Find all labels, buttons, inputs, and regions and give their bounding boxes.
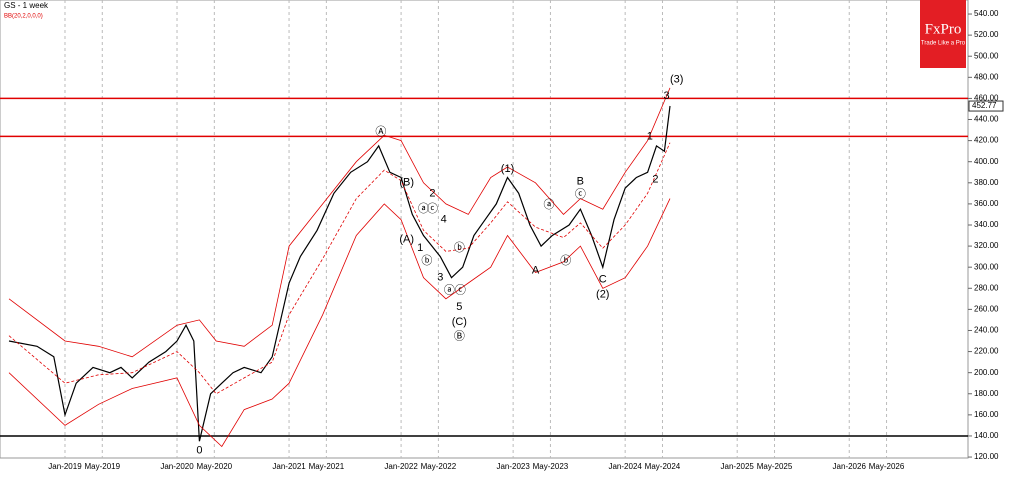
x-tick-label: May-2021: [309, 462, 345, 471]
y-tick-label: 220.00: [974, 347, 999, 356]
plot-frame: [0, 0, 969, 459]
wave-label: (3): [670, 73, 683, 85]
x-tick-label: Jan-2026: [833, 462, 867, 471]
x-tick-label: May-2019: [85, 462, 121, 471]
wave-label: 1: [417, 242, 423, 254]
y-tick-label: 140.00: [974, 431, 999, 440]
wave-label: ⓒ: [427, 202, 438, 215]
wave-label: 0: [196, 445, 202, 457]
y-tick-label: 520.00: [974, 30, 999, 39]
series-line: [8, 105, 671, 442]
wave-label: (C): [452, 316, 467, 328]
y-tick-label: 340.00: [974, 220, 999, 229]
indicator-label: BB(20,2,0,0,0): [4, 14, 43, 20]
wave-label: (2): [596, 289, 609, 301]
y-tick-label: 360.00: [974, 199, 999, 208]
wave-label: 5: [456, 301, 462, 313]
wave-label: ⓑ: [421, 254, 432, 267]
wave-label: (B): [399, 177, 414, 189]
x-tick-label: May-2023: [533, 462, 569, 471]
wave-label: 4: [441, 214, 447, 226]
chart-title: GS - 1 week: [4, 1, 49, 10]
wave-label: 3: [664, 90, 670, 102]
x-tick-label: May-2026: [869, 462, 905, 471]
logo-tagline: Trade Like a Pro: [921, 41, 966, 47]
x-tick-label: Jan-2024: [608, 462, 642, 471]
y-tick-label: 460.00: [974, 94, 999, 103]
y-tick-label: 480.00: [974, 72, 999, 81]
wave-label: ⓒ: [575, 187, 586, 200]
x-tick-label: Jan-2019: [48, 462, 82, 471]
y-tick-label: 160.00: [974, 410, 999, 419]
wave-label: ⓑ: [560, 254, 571, 267]
y-tick-label: 200.00: [974, 368, 999, 377]
y-tick-label: 300.00: [974, 262, 999, 271]
logo: FxPro: [925, 21, 962, 37]
wave-label: 2: [429, 187, 435, 199]
series-line: [8, 142, 671, 395]
price-box: [968, 100, 1004, 112]
y-tick-label: 260.00: [974, 304, 999, 313]
x-tick-label: Jan-2020: [160, 462, 194, 471]
x-tick-label: May-2024: [645, 462, 681, 471]
y-tick-label: 280.00: [974, 283, 999, 292]
logo-box: [920, 0, 966, 68]
y-tick-label: 540.00: [974, 9, 999, 18]
wave-label: Ⓐ: [375, 125, 386, 138]
wave-label: Ⓑ: [454, 330, 465, 343]
y-tick-label: 180.00: [974, 389, 999, 398]
y-tick-label: 500.00: [974, 51, 999, 60]
x-tick-label: Jan-2021: [272, 462, 306, 471]
series-line: [8, 198, 671, 448]
wave-label: 2: [652, 174, 658, 186]
wave-label: ⓐ: [418, 202, 429, 215]
x-tick-label: Jan-2022: [384, 462, 418, 471]
wave-label: ⓑ: [454, 241, 465, 254]
wave-label: ⓐ: [543, 198, 554, 211]
x-tick-label: May-2022: [421, 462, 457, 471]
wave-label: A: [532, 264, 540, 276]
y-tick-label: 420.00: [974, 136, 999, 145]
y-tick-label: 400.00: [974, 157, 999, 166]
series-line: [8, 87, 671, 358]
x-tick-label: May-2025: [757, 462, 793, 471]
wave-label: (1): [501, 163, 514, 175]
y-tick-label: 440.00: [974, 115, 999, 124]
wave-label: (A): [399, 234, 414, 246]
y-tick-label: 320.00: [974, 241, 999, 250]
y-tick-label: 380.00: [974, 178, 999, 187]
wave-label: B: [577, 176, 584, 188]
y-tick-label: 120.00: [974, 452, 999, 461]
wave-label: C: [599, 274, 607, 286]
y-tick-label: 240.00: [974, 326, 999, 335]
wave-label: 3: [437, 272, 443, 284]
price-label: 452.77: [972, 101, 997, 110]
x-tick-label: Jan-2025: [721, 462, 755, 471]
x-tick-label: May-2020: [197, 462, 233, 471]
wave-label: 1: [647, 130, 653, 142]
x-tick-label: Jan-2023: [496, 462, 530, 471]
wave-label: ⓐⓒ: [444, 283, 466, 296]
